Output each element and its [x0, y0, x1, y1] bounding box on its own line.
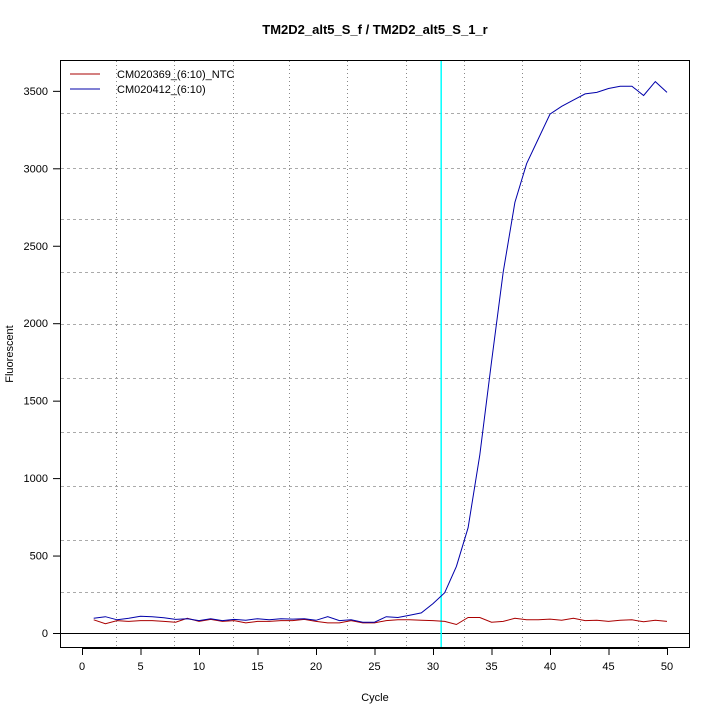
x-tick-label: 25: [368, 661, 380, 673]
y-tick-label: 1500: [24, 396, 48, 408]
y-tick-label: 3500: [24, 86, 48, 98]
x-tick-label: 0: [79, 661, 85, 673]
chart-title: TM2D2_alt5_S_f / TM2D2_alt5_S_1_r: [262, 22, 487, 37]
x-tick-label: 30: [427, 661, 439, 673]
y-tick-label: 3000: [24, 163, 48, 175]
x-tick-label: 40: [544, 661, 556, 673]
x-tick-label: 20: [310, 661, 322, 673]
series-line-1: [93, 80, 668, 623]
legend-label-ntc: CM020369_(6:10)_NTC: [117, 69, 234, 81]
plot-frame: [60, 60, 690, 648]
y-tick-label: 1000: [24, 473, 48, 485]
series-group: [93, 80, 668, 626]
y-tick-label: 2000: [24, 318, 48, 330]
legend: CM020369_(6:10)_NTC CM020412_(6:10): [70, 69, 234, 96]
y-tick-label: 0: [42, 628, 48, 640]
x-tick-label: 45: [602, 661, 614, 673]
x-tick-label: 5: [137, 661, 143, 673]
x-tick-label: 10: [193, 661, 205, 673]
x-tick-label: 50: [661, 661, 673, 673]
grid: [61, 61, 689, 647]
y-tick-label: 500: [30, 551, 48, 563]
x-axis-label: Cycle: [361, 692, 389, 704]
y-tick-label: 2500: [24, 241, 48, 253]
legend-label-sample: CM020412_(6:10): [117, 84, 206, 96]
x-tick-label: 15: [251, 661, 263, 673]
x-tick-label: 35: [485, 661, 497, 673]
y-axis-label: Fluorescent: [4, 325, 16, 382]
x-axis: 0 5 10 15 20 25 30 35 40 45 50: [79, 648, 673, 673]
series-line-0: [93, 617, 668, 626]
y-axis: 0 500 1000 1500 2000 2500 3000 3500: [24, 86, 61, 640]
